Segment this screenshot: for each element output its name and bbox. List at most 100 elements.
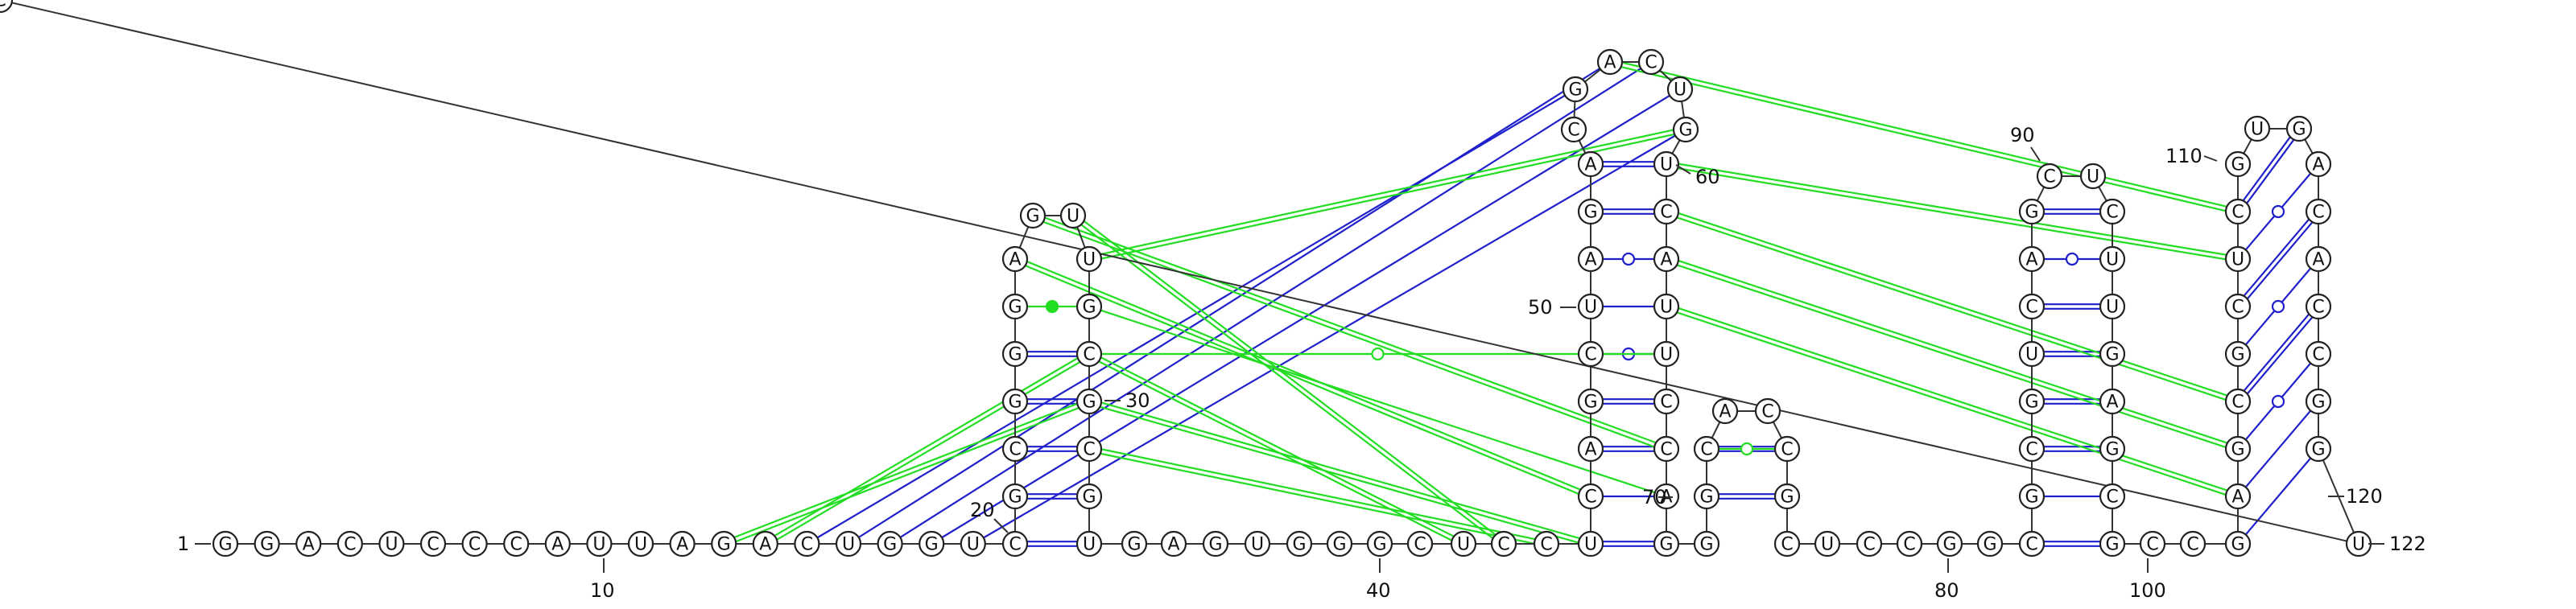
nucleotide-circle <box>503 530 530 558</box>
nucleotide-circle <box>2018 198 2046 225</box>
nucleotide-circle <box>1693 435 1720 463</box>
nucleotide-circle <box>794 530 820 558</box>
nucleotide: A <box>1577 245 1604 273</box>
position-label-110: 110 <box>2165 145 2202 167</box>
base-pair-line <box>1074 212 1506 543</box>
nucleotide: U <box>1653 293 1680 320</box>
nucleotide-letter: C <box>2312 298 2324 318</box>
nucleotide-circle <box>669 530 696 558</box>
nucleotide: C <box>2305 293 2332 320</box>
nucleotide: C <box>419 530 447 558</box>
nucleotide: G <box>1326 530 1353 558</box>
nucleotide-letter: G <box>1008 393 1022 413</box>
nucleotide-circle <box>1202 530 1229 558</box>
nucleotide-letter: C <box>2043 167 2055 187</box>
nucleotide-circle <box>1490 530 1517 558</box>
position-label-layer: 1 122 10 20 30 40 50 60 70 80 90 100 <box>177 124 2426 602</box>
nucleotide: C <box>2305 198 2332 225</box>
nucleotide: G <box>877 530 903 558</box>
open-pair-marker <box>2271 204 2285 219</box>
nucleotide-letter: G <box>218 535 232 555</box>
nucleotide-letter: G <box>1678 121 1692 141</box>
nucleotide-letter: C <box>1700 440 1712 460</box>
nucleotide-circle <box>1450 530 1477 558</box>
nucleotide: C <box>1653 435 1680 463</box>
nucleotide-circle <box>1577 293 1604 320</box>
nucleotide-circle <box>1160 530 1187 558</box>
nucleotide-letter: U <box>592 535 605 555</box>
nucleotide: U <box>1244 530 1271 558</box>
nucleotide: G <box>1019 202 1046 229</box>
base-pair-line <box>1666 165 2238 262</box>
nucleotide: G <box>1001 388 1029 415</box>
nucleotide: C <box>1001 435 1029 463</box>
nucleotide: A <box>544 530 571 558</box>
nucleotide-letter: G <box>1699 535 1713 555</box>
nucleotide-letter: G <box>2292 120 2306 140</box>
nucleotide: G <box>1653 530 1680 558</box>
nucleotide-letter: C <box>2312 203 2324 223</box>
nucleotide-letter: G <box>2025 203 2038 223</box>
nucleotide-letter: U <box>2251 120 2264 140</box>
nucleotide: G <box>254 530 280 558</box>
nucleotide-letter: A <box>1167 535 1179 555</box>
nucleotide: C <box>1560 116 1587 143</box>
nucleotide-circle <box>2099 245 2126 273</box>
nucleotide: A <box>1001 245 1029 273</box>
nucleotide: A <box>2018 245 2046 273</box>
nucleotide: A <box>2305 245 2332 273</box>
nucleotide-circle <box>419 530 447 558</box>
nucleotide-letter: C <box>1497 535 1509 555</box>
nucleotide-circle <box>1001 340 1029 368</box>
nucleotide: A <box>1711 397 1739 425</box>
nucleotide-letter: C <box>1781 535 1793 555</box>
nucleotide-letter: C <box>1761 402 1773 422</box>
nucleotide-letter: G <box>1942 535 1956 555</box>
nucleotide-letter: A <box>1584 440 1596 460</box>
nucleotide-letter: U <box>1660 298 1673 318</box>
nucleotide-circle <box>378 530 405 558</box>
nucleotide: G <box>1001 340 1029 368</box>
position-label-20: 20 <box>970 499 995 521</box>
nucleotide: G <box>212 530 239 558</box>
nucleotide-letter: U <box>2231 250 2244 270</box>
nucleotide-letter: U <box>1674 80 1686 101</box>
nucleotide-letter: C <box>1584 345 1596 365</box>
nucleotide: C <box>336 530 363 558</box>
nucleotide-letter: G <box>1983 535 1996 555</box>
nucleotide: C <box>0 0 14 14</box>
nucleotide-letter: G <box>1208 535 1222 555</box>
nucleotide-letter: G <box>1373 535 1386 555</box>
nucleotide-circle <box>2179 530 2207 558</box>
nucleotide-circle <box>2224 435 2252 463</box>
nucleotide-circle <box>1577 150 1604 178</box>
nucleotide: G <box>1202 530 1229 558</box>
base-pair-line <box>2239 212 2321 309</box>
open-pair-marker <box>1371 347 1385 361</box>
nucleotide-letter: G <box>1082 298 1096 318</box>
nucleotide-circle <box>1001 435 1029 463</box>
nucleotide-letter: A <box>2312 250 2324 270</box>
nucleotide-letter: A <box>1584 155 1596 175</box>
nucleotide-circle <box>1533 530 1560 558</box>
base-pair-line <box>2237 448 2319 545</box>
position-label-90: 90 <box>2010 124 2035 146</box>
position-label-10: 10 <box>590 579 615 602</box>
nucleotide-letter: G <box>1008 298 1022 318</box>
base-pair-line <box>724 402 1091 547</box>
nucleotide-circle <box>1856 530 1883 558</box>
nucleotide-circle <box>2305 435 2332 463</box>
nucleotide-circle <box>544 530 571 558</box>
nucleotide-letter: G <box>2105 535 2119 555</box>
base-pair-line <box>1071 216 1503 547</box>
nucleotide: C <box>2179 530 2207 558</box>
nucleotide: U <box>586 530 613 558</box>
nucleotide-circle <box>1693 530 1720 558</box>
nucleotide-letter: G <box>2311 440 2325 460</box>
nucleotide-circle <box>2224 245 2252 273</box>
nucleotide: C <box>461 530 488 558</box>
base-pair-line <box>2235 209 2318 306</box>
nucleotide-circle <box>2018 388 2046 415</box>
nucleotide-letter: C <box>1863 535 1875 555</box>
